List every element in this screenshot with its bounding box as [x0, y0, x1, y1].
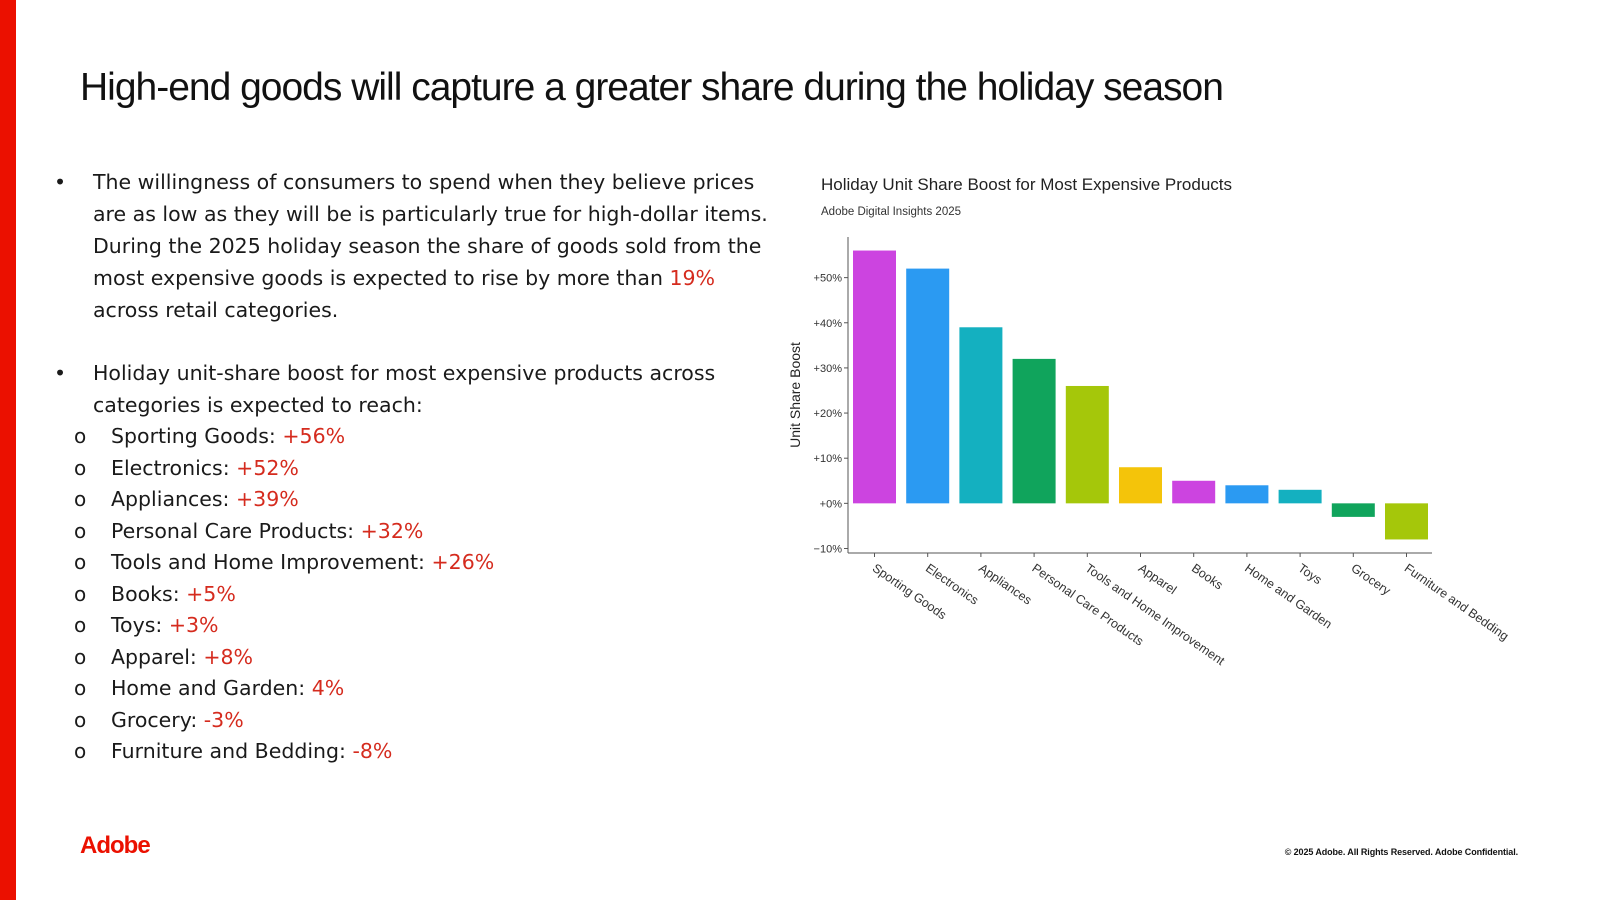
category-label: Personal Care Products:: [111, 518, 361, 543]
x-tick-label: Home and Garden: [1242, 561, 1334, 631]
sub-bullet-glyph: o: [74, 581, 87, 606]
slide-title: High-end goods will capture a greater sh…: [80, 66, 1224, 109]
y-tick-label: +50%: [814, 273, 843, 285]
y-tick-label: +10%: [814, 453, 843, 465]
bar-chart: Holiday Unit Share Boost for Most Expens…: [787, 175, 1511, 668]
bar-sporting-goods: [853, 250, 896, 504]
bar-personal-care-products: [1012, 358, 1056, 504]
category-item: o Apparel: +8%: [52, 642, 772, 674]
bars: [853, 250, 1428, 540]
bar-grocery: [1331, 503, 1375, 517]
bar-appliances: [959, 327, 1003, 504]
bar-toys: [1278, 489, 1322, 504]
bullet-category-boost: • Holiday unit-share boost for most expe…: [52, 357, 772, 421]
y-axis-label: Unit Share Boost: [787, 342, 803, 448]
category-label: Furniture and Bedding:: [111, 739, 353, 763]
accent-bar: [0, 0, 16, 900]
category-item: o Grocery: -3%: [52, 705, 772, 737]
sub-bullet-glyph: o: [74, 487, 87, 511]
sub-bullet-glyph: o: [74, 424, 87, 448]
sub-bullet-glyph: o: [74, 455, 87, 480]
bar-books: [1172, 480, 1216, 504]
y-tick-label: +20%: [814, 408, 843, 420]
bar-home-and-garden: [1225, 485, 1269, 504]
category-value: +32%: [360, 518, 424, 543]
category-label: Apparel:: [111, 644, 204, 669]
category-value: +3%: [168, 613, 219, 637]
category-value: +8%: [203, 644, 254, 669]
category-label: Grocery:: [111, 707, 204, 732]
category-item: o Sporting Goods: +56%: [52, 421, 772, 453]
chart-title: Holiday Unit Share Boost for Most Expens…: [821, 175, 1232, 194]
category-item: o Home and Garden: 4%: [52, 673, 772, 705]
category-label: Electronics:: [111, 455, 237, 480]
sub-bullet-glyph: o: [74, 676, 87, 700]
x-tick-label: Appliances: [976, 561, 1034, 608]
adobe-logo: Adobe: [80, 832, 151, 859]
category-value: +5%: [186, 581, 236, 606]
bar-furniture-and-bedding: [1385, 503, 1428, 540]
x-tick-label: Toys: [1295, 561, 1324, 587]
bullet-text: Holiday unit-share boost for most expens…: [93, 361, 716, 417]
category-item: o Books: +5%: [52, 579, 772, 611]
bar-tools-and-home-improvement: [1065, 385, 1109, 504]
x-tick-label: Grocery: [1349, 561, 1394, 598]
sub-bullet-glyph: o: [74, 644, 87, 669]
category-value: -3%: [203, 707, 244, 732]
bullet-text-end: across retail categories.: [93, 298, 339, 322]
category-label: Appliances:: [111, 487, 236, 511]
y-tick-label: +0%: [820, 498, 843, 510]
category-item: o Tools and Home Improvement: +26%: [52, 547, 772, 579]
category-value: +39%: [235, 487, 299, 511]
category-item: o Furniture and Bedding: -8%: [52, 736, 772, 768]
copyright-notice: © 2025 Adobe. All Rights Reserved. Adobe…: [1284, 847, 1518, 857]
category-label: Books:: [111, 581, 187, 606]
text-column: • The willingness of consumers to spend …: [52, 166, 772, 768]
category-value: +52%: [236, 455, 299, 480]
sub-bullet-glyph: o: [74, 518, 87, 543]
category-label: Tools and Home Improvement:: [111, 550, 432, 574]
highlight-value: 19%: [669, 266, 716, 290]
sub-bullet-glyph: o: [74, 739, 87, 763]
bullet-consumer-willingness: • The willingness of consumers to spend …: [52, 166, 772, 326]
y-axis-ticks: −10% +0% +10% +20% +30% +40% +50%: [814, 273, 848, 555]
category-value: -8%: [352, 739, 393, 763]
chart-subtitle: Adobe Digital Insights 2025: [821, 206, 961, 218]
sub-bullet-glyph: o: [74, 613, 87, 637]
sub-bullet-glyph: o: [74, 550, 87, 574]
x-axis-labels: Sporting GoodsElectronicsAppliancesPerso…: [870, 553, 1511, 668]
bullet-text: The willingness of consumers to spend wh…: [93, 170, 768, 290]
category-label: Toys:: [111, 613, 169, 637]
y-tick-label: −10%: [814, 543, 843, 555]
x-tick-label: Books: [1189, 561, 1225, 592]
y-tick-label: +30%: [814, 363, 843, 375]
bar-apparel: [1119, 467, 1162, 504]
x-tick-label: Apparel: [1136, 561, 1179, 597]
bullet-glyph: •: [54, 361, 67, 385]
bar-electronics: [906, 268, 950, 504]
category-item: o Toys: +3%: [52, 610, 772, 642]
category-value: +56%: [282, 424, 346, 448]
category-value: +26%: [431, 550, 495, 574]
sub-bullet-glyph: o: [74, 707, 87, 732]
x-tick-label: Furniture and Bedding: [1402, 561, 1511, 643]
category-item: o Electronics: +52%: [52, 453, 772, 485]
category-value: 4%: [311, 676, 345, 700]
category-label: Sporting Goods:: [111, 424, 283, 448]
chart-container: Holiday Unit Share Boost for Most Expens…: [770, 160, 1550, 700]
category-label: Home and Garden:: [111, 676, 312, 700]
category-item: o Personal Care Products: +32%: [52, 516, 772, 548]
category-item: o Appliances: +39%: [52, 484, 772, 516]
y-tick-label: +40%: [814, 318, 843, 330]
category-list: o Sporting Goods: +56% o Electronics: +52% o…: [52, 421, 772, 768]
bullet-glyph: •: [54, 170, 67, 194]
